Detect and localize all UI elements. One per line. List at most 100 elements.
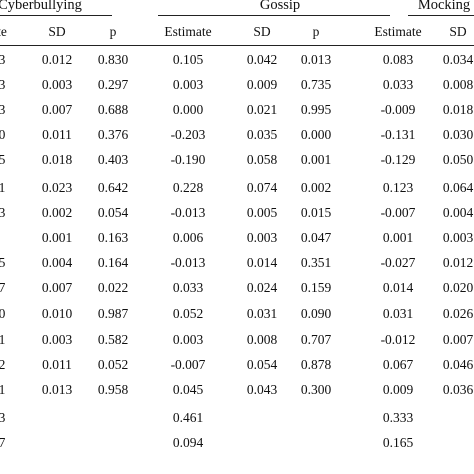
table-cell: 0.011	[42, 357, 72, 372]
table-cell: -0.007	[380, 205, 416, 220]
table-cell: 0.094	[172, 435, 204, 450]
table-cell: 0.007	[442, 332, 474, 347]
column-header: SD	[449, 24, 467, 39]
column-header: SD	[253, 24, 271, 39]
table-cell: 0.002	[41, 205, 73, 220]
column-header: Estimate	[164, 24, 212, 39]
table-cell: -0.027	[380, 255, 416, 270]
table-cell: 0.010	[41, 306, 73, 321]
table-cell: 1	[0, 180, 6, 195]
table-cell: 0.008	[246, 332, 278, 347]
table-cell: 5	[0, 255, 6, 270]
table-cell: 0.958	[97, 382, 129, 397]
table-cell: 0.001	[382, 230, 414, 245]
table-cell: 0.376	[97, 127, 129, 142]
table-cell: 0.333	[382, 410, 414, 425]
table-cell: 0.036	[442, 382, 474, 397]
group-header-cyberbullying: Cyberbullying	[0, 0, 82, 13]
table-cell: 3	[0, 52, 6, 67]
table-cell: 0.735	[300, 77, 332, 92]
table-cell: 0.031	[246, 306, 278, 321]
column-header: te	[0, 24, 7, 39]
table-cell: 3	[0, 205, 6, 220]
table-cell: 0.688	[97, 102, 129, 117]
table-cell: 0.003	[172, 332, 204, 347]
table-cell: 0.007	[41, 102, 73, 117]
table-cell: 0.045	[172, 382, 204, 397]
table-cell: 0	[0, 127, 6, 142]
table-cell: 2	[0, 357, 6, 372]
table-cell: 0.009	[382, 382, 414, 397]
table-cell: 0.012	[41, 52, 73, 67]
table-cell: 0.297	[97, 77, 129, 92]
table-cell: 0.014	[382, 280, 414, 295]
group-header-mocking: Mocking	[417, 0, 471, 13]
table-cell: 0.642	[97, 180, 129, 195]
table-cell: 0.083	[382, 52, 414, 67]
table-cell: 0.582	[97, 332, 129, 347]
table-cell: 3	[0, 102, 6, 117]
table-cell: 0.046	[442, 357, 474, 372]
table-cell: 0.001	[300, 152, 332, 167]
table-cell: -0.009	[380, 102, 416, 117]
table-cell: 0.018	[41, 152, 73, 167]
table-cell: 0.707	[300, 332, 332, 347]
table-cell: 0.050	[442, 152, 474, 167]
table-cell: 0.300	[300, 382, 332, 397]
table-cell: 0.001	[41, 230, 73, 245]
table-cell: 0.005	[246, 205, 278, 220]
table-cell: 0.123	[382, 180, 414, 195]
table-cell: 0.012	[442, 255, 474, 270]
table-cell: 0.164	[97, 255, 129, 270]
table-cell: 0.004	[442, 205, 474, 220]
group-header-gossip: Gossip	[259, 0, 301, 13]
table-cell: 3	[0, 77, 6, 92]
group-rule-cyberbullying	[0, 15, 112, 16]
table-cell: -0.129	[380, 152, 416, 167]
table-cell: 0.987	[97, 306, 129, 321]
table-cell: 0.163	[97, 230, 129, 245]
table-cell: 0.003	[41, 332, 73, 347]
table-cell: 0.052	[172, 306, 204, 321]
table-cell: 0.042	[246, 52, 278, 67]
table-cell: 0.090	[300, 306, 332, 321]
table-cell: 0.047	[300, 230, 332, 245]
column-header: p	[312, 24, 320, 39]
table-cell: 7	[0, 280, 6, 295]
table-cell: 0.034	[442, 52, 474, 67]
table-cell: 0.026	[442, 306, 474, 321]
table-cell: 0.006	[172, 230, 204, 245]
table-cell: 0.105	[172, 52, 204, 67]
table-cell: 7	[0, 435, 6, 450]
table-cell: 0.015	[300, 205, 332, 220]
group-rule-gossip	[158, 15, 390, 16]
column-header: SD	[48, 24, 66, 39]
table-cell: 0.000	[300, 127, 332, 142]
table-cell: -0.131	[380, 127, 416, 142]
table-cell: 0.021	[246, 102, 278, 117]
table-cell: 0.013	[41, 382, 73, 397]
table-cell: 0.022	[97, 280, 129, 295]
table-cell: 0.033	[382, 77, 414, 92]
table-cell: 0.008	[442, 77, 474, 92]
table-cell: 0.159	[300, 280, 332, 295]
table-cell: 0.023	[41, 180, 73, 195]
table-cell: 0.031	[382, 306, 414, 321]
table-cell: 3	[0, 410, 6, 425]
table-cell: 0.830	[97, 52, 129, 67]
table-cell: 0.003	[246, 230, 278, 245]
table-cell: 0.351	[300, 255, 332, 270]
table-cell: -0.190	[170, 152, 206, 167]
table-cell: 0.003	[172, 77, 204, 92]
table-cell: 0.995	[300, 102, 332, 117]
table-cell: 0.024	[246, 280, 278, 295]
table-cell: 0.052	[97, 357, 129, 372]
table-cell: -0.012	[380, 332, 416, 347]
table-cell: 0.165	[382, 435, 414, 450]
table-cell: 0.067	[382, 357, 414, 372]
column-header: Estimate	[374, 24, 422, 39]
table-cell: 0.878	[300, 357, 332, 372]
table-cell: 0.003	[442, 230, 474, 245]
table-cell: 0.009	[246, 77, 278, 92]
